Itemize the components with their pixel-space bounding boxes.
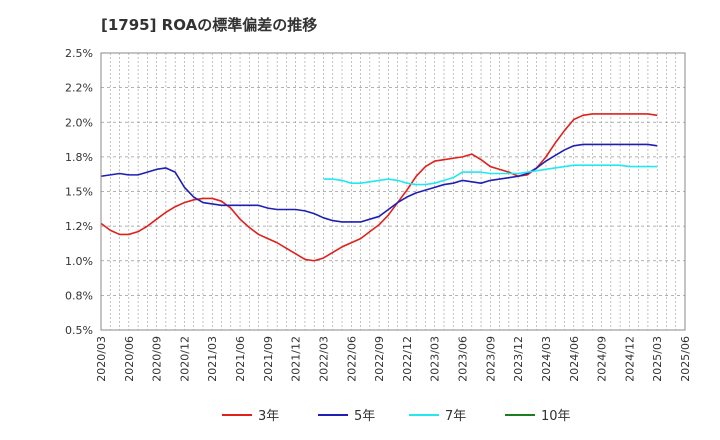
x-tick-label: 2025/06 bbox=[679, 336, 692, 382]
x-tick-label: 2024/09 bbox=[596, 336, 609, 382]
x-tick-label: 2023/09 bbox=[484, 336, 497, 382]
grid-layer bbox=[101, 53, 685, 330]
x-tick-label: 2023/12 bbox=[512, 336, 525, 382]
x-tick-label: 2021/03 bbox=[206, 336, 219, 382]
x-tick-label: 2022/09 bbox=[373, 336, 386, 382]
y-tick-label: 1.2% bbox=[65, 220, 93, 233]
y-tick-label: 1.0% bbox=[65, 255, 93, 268]
y-axis-ticks: 0.5% 0.8% 1.0% 1.2% 1.5% 1.8% 2.0% 2.2% 2.5% bbox=[65, 47, 93, 337]
legend-label: 7年 bbox=[445, 409, 466, 424]
x-tick-label: 2022/06 bbox=[345, 336, 358, 382]
series-layer bbox=[100, 113, 658, 262]
y-tick-label: 0.5% bbox=[65, 324, 93, 337]
y-tick-label: 1.8% bbox=[65, 151, 93, 164]
series-line-3年 bbox=[100, 113, 658, 262]
y-tick-label: 0.8% bbox=[65, 289, 93, 302]
legend-label: 3年 bbox=[258, 409, 279, 424]
chart-title: [1795] ROAの標準偏差の推移 bbox=[101, 16, 318, 34]
series-line-7年 bbox=[323, 164, 658, 186]
x-axis-ticks: 2020/03 2020/06 2020/09 2020/12 2021/03 2021/… bbox=[95, 336, 692, 382]
x-tick-label: 2025/03 bbox=[651, 336, 664, 382]
x-tick-label: 2020/06 bbox=[123, 336, 136, 382]
y-tick-label: 2.0% bbox=[65, 116, 93, 129]
x-tick-label: 2021/12 bbox=[290, 336, 303, 382]
legend: 3年 5年 7年 10年 bbox=[222, 409, 571, 424]
x-tick-label: 2020/12 bbox=[178, 336, 191, 382]
x-tick-label: 2022/03 bbox=[317, 336, 330, 382]
x-tick-label: 2023/06 bbox=[457, 336, 470, 382]
y-tick-label: 2.2% bbox=[65, 82, 93, 95]
legend-label: 10年 bbox=[541, 409, 571, 424]
legend-label: 5年 bbox=[354, 409, 375, 424]
y-tick-label: 1.5% bbox=[65, 186, 93, 199]
x-tick-label: 2024/03 bbox=[540, 336, 553, 382]
plot-frame bbox=[100, 52, 686, 331]
x-tick-label: 2020/03 bbox=[95, 336, 108, 382]
x-tick-label: 2021/09 bbox=[262, 336, 275, 382]
x-tick-label: 2024/12 bbox=[623, 336, 636, 382]
x-tick-label: 2021/06 bbox=[234, 336, 247, 382]
x-tick-label: 2024/06 bbox=[568, 336, 581, 382]
x-tick-label: 2020/09 bbox=[151, 336, 164, 382]
x-tick-label: 2023/03 bbox=[429, 336, 442, 382]
x-tick-label: 2022/12 bbox=[401, 336, 414, 382]
y-tick-label: 2.5% bbox=[65, 47, 93, 60]
series-line-5年 bbox=[100, 143, 658, 223]
